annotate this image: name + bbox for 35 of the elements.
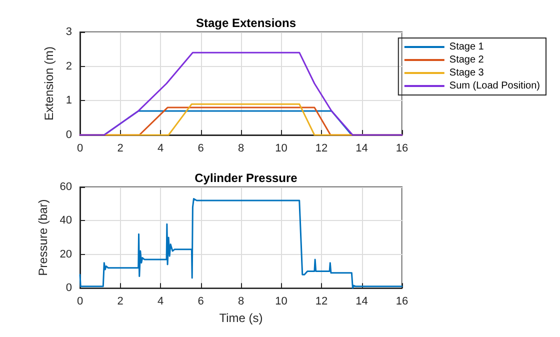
x-tick-label: 12 [315, 296, 328, 308]
y-axis-title: Extension (m) [42, 46, 56, 121]
x-tick-label: 2 [117, 296, 124, 308]
x-tick-label: 16 [396, 296, 408, 308]
x-tick-label: 6 [198, 296, 204, 308]
x-tick-label: 10 [275, 142, 288, 154]
chart-title: Stage Extensions [196, 16, 296, 30]
y-tick-label: 3 [66, 26, 72, 38]
x-tick-label: 16 [396, 142, 408, 154]
chart-title: Cylinder Pressure [194, 171, 298, 185]
x-tick-label: 8 [238, 142, 244, 154]
x-tick-label: 12 [315, 142, 328, 154]
legend-label: Stage 2 [449, 54, 484, 66]
x-tick-label: 0 [76, 296, 84, 308]
x-tick-label: 14 [356, 142, 368, 154]
y-tick-label: 40 [60, 214, 72, 227]
legend-label: Stage 1 [449, 42, 484, 52]
x-tick-label: 4 [157, 142, 164, 154]
y-axis-title: Pressure (bar) [36, 199, 50, 276]
x-tick-label: 14 [356, 296, 368, 308]
y-tick-label: 20 [60, 248, 72, 260]
y-tick-label: 2 [66, 60, 72, 72]
y-tick-label: 1 [66, 94, 72, 107]
y-tick-label: 0 [66, 129, 72, 141]
x-axis-title: Time (s) [219, 311, 263, 325]
x-tick-label: 2 [117, 142, 124, 154]
legend-label: Stage 3 [449, 68, 484, 78]
legend-label: Sum (Load Position) [449, 80, 540, 92]
x-tick-label: 4 [157, 296, 164, 308]
x-tick-label: 0 [76, 142, 84, 154]
x-tick-label: 6 [198, 142, 204, 154]
x-tick-label: 10 [275, 296, 288, 308]
y-tick-label: 0 [66, 282, 72, 294]
x-tick-label: 8 [238, 296, 244, 308]
y-tick-label: 60 [60, 181, 72, 193]
